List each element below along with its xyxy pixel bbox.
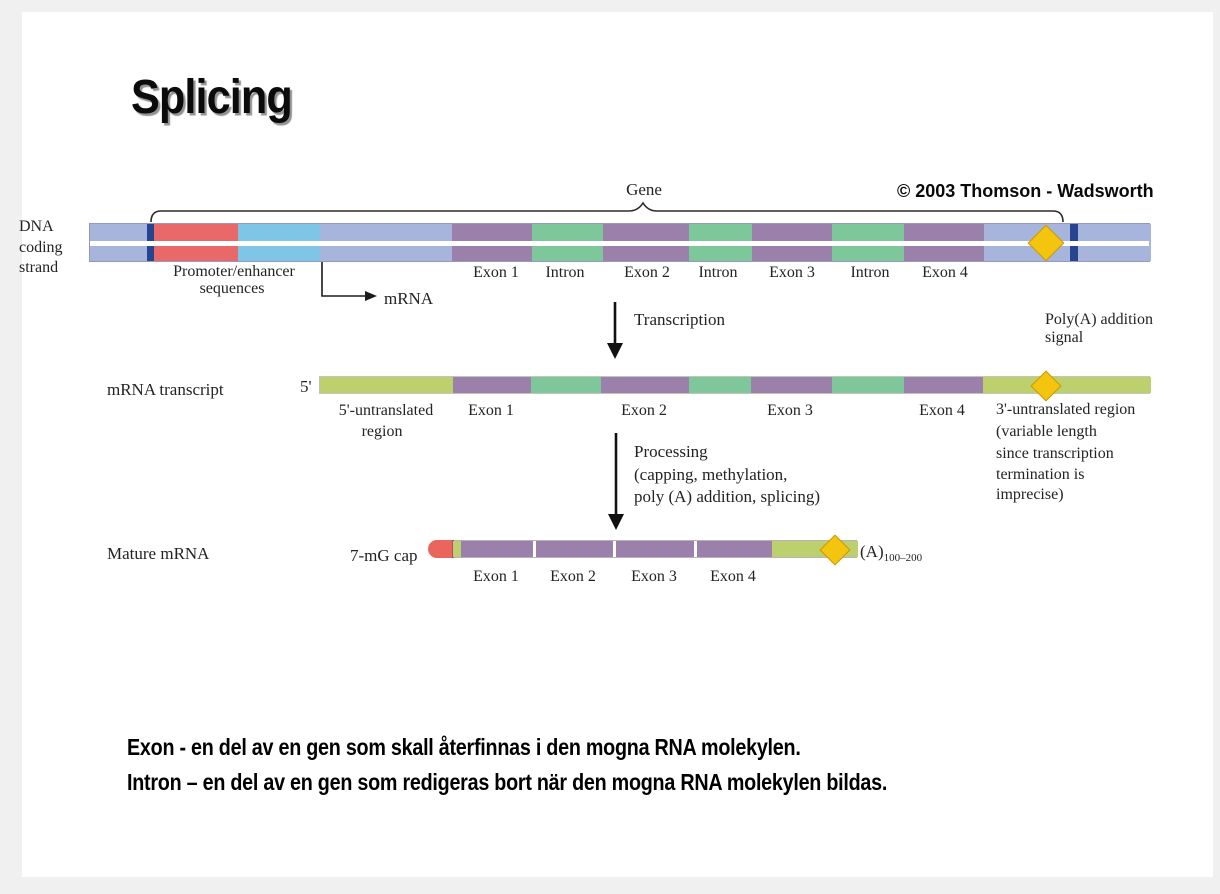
transcript-intron-segment — [832, 377, 904, 393]
dna-exon2-label: Exon 2 — [624, 264, 670, 281]
exon-junction — [613, 541, 616, 557]
polya-tail-subscript: 100–200 — [883, 552, 923, 564]
transcript-3utr-segment — [983, 377, 1151, 393]
transcript-exon3-label: Exon 3 — [767, 402, 813, 419]
transcript-exon1-segment — [453, 377, 531, 393]
seven-mg-cap — [428, 540, 454, 558]
dna-intron-label: Intron — [545, 264, 585, 281]
slide-title: Splicing — [131, 71, 293, 124]
utr3-label-line2: (variable length — [996, 423, 1097, 440]
utr3-label-line3: since transcription — [996, 445, 1114, 462]
utr3-label-line4: termination is — [996, 466, 1085, 483]
promoter-label-line2: sequences — [199, 280, 265, 297]
slide-canvas — [22, 12, 1213, 877]
notes-block: Exon - en del av en gen som skall återfi… — [127, 730, 967, 800]
mature-mrna-bar — [452, 540, 858, 558]
utr3-label-line1: 3'-untranslated region — [996, 401, 1136, 418]
polya-tail-label: (A)100–200 — [860, 541, 922, 569]
utr3-label-line5: imprecise) — [996, 486, 1064, 503]
exon-junction — [694, 541, 697, 557]
polya-addition-label-line1: Poly(A) addition — [1045, 311, 1153, 328]
mrna-transcript-bar — [319, 376, 1151, 394]
mature-exon4-segment — [697, 541, 772, 557]
mrna-arrow-label: mRNA — [384, 289, 434, 308]
transcript-exon1-label: Exon 1 — [468, 402, 514, 419]
note-intron-definition: Intron – en del av en gen som redigeras … — [127, 769, 888, 795]
five-prime-label: 5' — [300, 377, 312, 396]
processing-label-line3: poly (A) addition, splicing) — [634, 487, 821, 506]
exon-junction — [533, 541, 536, 557]
mature-exon4-label: Exon 4 — [710, 568, 756, 585]
transcript-5utr-segment — [320, 377, 453, 393]
dna-exon4-label: Exon 4 — [922, 264, 968, 281]
dna-exon3-label: Exon 3 — [769, 264, 815, 281]
gene-label: Gene — [626, 180, 662, 199]
utr5-label-line1: 5'-untranslated — [338, 402, 434, 419]
transcript-exon2-segment — [601, 377, 689, 393]
promoter-label-line1: Promoter/enhancer — [173, 263, 295, 280]
utr5-label-line2: region — [361, 423, 403, 440]
dna-strand-label-line1: DNA — [19, 218, 54, 235]
dna-coding-strand-bar — [89, 223, 1151, 262]
polya-addition-label-line2: signal — [1045, 329, 1084, 346]
mature-row-label: Mature mRNA — [107, 544, 210, 563]
transcript-exon4-segment — [904, 377, 983, 393]
transcript-exon4-label: Exon 4 — [919, 402, 965, 419]
mature-exon1-label: Exon 1 — [473, 568, 519, 585]
dna-intron-label: Intron — [850, 264, 890, 281]
transcription-label: Transcription — [634, 310, 725, 329]
mature-exon3-label: Exon 3 — [631, 568, 677, 585]
copyright-notice: © 2003 Thomson - Wadsworth — [897, 181, 1154, 201]
processing-label-line1: Processing — [634, 442, 708, 461]
transcript-intron-segment — [689, 377, 751, 393]
mature-5utr-sliver — [453, 541, 461, 557]
transcript-intron-segment — [531, 377, 601, 393]
transcript-exon3-segment — [751, 377, 832, 393]
processing-label-line2: (capping, methylation, — [634, 465, 788, 484]
dna-intron-label: Intron — [698, 264, 738, 281]
dna-strand-label-line2: coding — [19, 239, 63, 256]
note-exon-definition: Exon - en del av en gen som skall återfi… — [127, 734, 801, 760]
dna-strand-gap — [90, 241, 1149, 246]
polya-tail-text: (A) — [860, 542, 884, 561]
mature-exon3-segment — [616, 541, 694, 557]
dna-exon1-label: Exon 1 — [473, 264, 519, 281]
dna-strand-label-line3: strand — [19, 259, 59, 276]
mature-exon1-segment — [461, 541, 533, 557]
mature-exon2-label: Exon 2 — [550, 568, 596, 585]
transcript-row-label: mRNA transcript — [107, 380, 224, 399]
transcript-exon2-label: Exon 2 — [621, 402, 667, 419]
cap-label: 7-mG cap — [350, 546, 418, 565]
mature-exon2-segment — [536, 541, 613, 557]
